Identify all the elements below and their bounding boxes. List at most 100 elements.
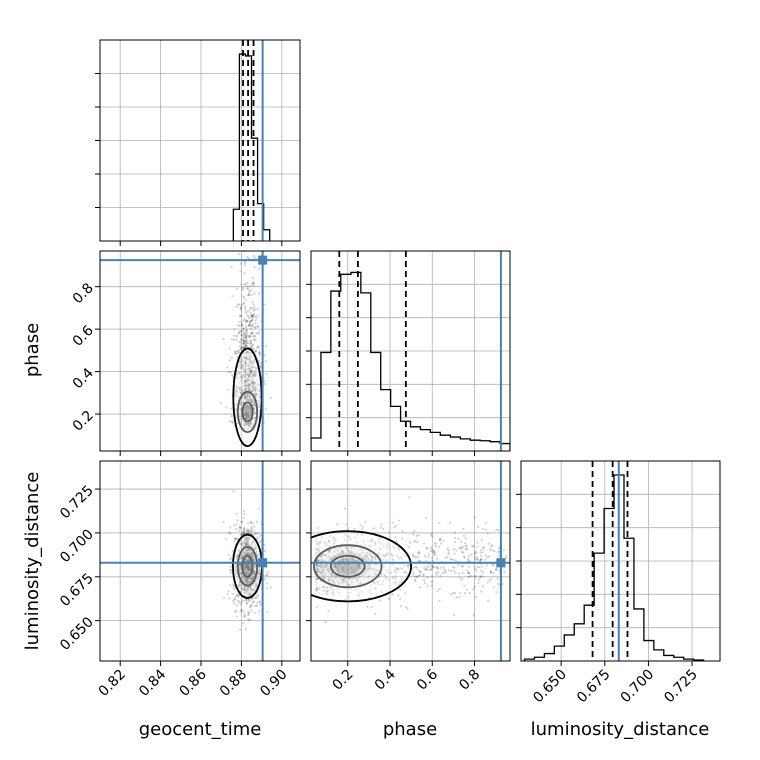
sample-point [430, 575, 434, 578]
sample-point [235, 377, 238, 381]
sample-point [457, 572, 461, 575]
sample-point [252, 309, 255, 312]
sample-point [382, 527, 385, 531]
sample-point [240, 584, 243, 588]
sample-point [245, 406, 248, 409]
sample-point [241, 576, 244, 579]
sample-point [252, 575, 255, 578]
sample-point [232, 338, 236, 341]
sample-point [247, 349, 250, 352]
sample-point [244, 565, 247, 568]
sample-point [238, 321, 241, 324]
sample-point [251, 360, 254, 363]
sample-point [243, 615, 247, 618]
sample-point [256, 555, 259, 558]
sample-point [230, 356, 233, 359]
sample-point [257, 359, 260, 362]
sample-point [409, 541, 412, 544]
sample-point [253, 256, 256, 259]
sample-point [244, 421, 247, 425]
sample-point [240, 601, 243, 604]
sample-point [245, 577, 248, 580]
sample-point [374, 548, 377, 552]
sample-point [315, 565, 318, 568]
sample-point [463, 584, 466, 587]
sample-point [250, 364, 253, 367]
sample-point [497, 550, 501, 553]
sample-point [405, 564, 409, 568]
sample-point [360, 582, 363, 585]
sample-point [246, 285, 249, 288]
sample-point [242, 328, 245, 331]
sample-point [242, 335, 245, 338]
sample-point [317, 559, 320, 562]
sample-point [247, 559, 250, 563]
sample-point [250, 344, 253, 348]
sample-point [251, 390, 255, 393]
sample-point [315, 552, 318, 555]
sample-point [461, 578, 464, 581]
sample-point [243, 588, 246, 591]
sample-point [326, 564, 329, 567]
sample-point [240, 587, 243, 590]
sample-point [246, 539, 249, 542]
sample-point [443, 568, 446, 571]
sample-point [240, 347, 243, 351]
sample-point [245, 543, 249, 547]
sample-point [487, 555, 490, 558]
sample-point [399, 582, 402, 585]
sample-point [248, 372, 252, 375]
sample-point [248, 334, 251, 337]
sample-point [252, 281, 255, 284]
sample-point [236, 324, 240, 327]
sample-point [472, 614, 475, 617]
sample-point [250, 397, 253, 401]
sample-point [457, 563, 460, 567]
sample-point [250, 381, 254, 384]
sample-point [319, 563, 323, 566]
sample-point [353, 527, 356, 531]
sample-point [397, 546, 401, 550]
sample-point [480, 554, 483, 558]
sample-point [250, 527, 253, 530]
sample-point [244, 589, 247, 592]
sample-point [317, 559, 320, 562]
sample-point [418, 552, 421, 555]
sample-point [453, 592, 456, 595]
sample-point [253, 417, 256, 420]
sample-point [248, 548, 252, 551]
sample-point [327, 540, 331, 543]
sample-point [414, 575, 417, 578]
sample-point [239, 338, 242, 341]
data-layer [100, 40, 705, 661]
sample-point [242, 591, 246, 594]
sample-point [342, 557, 345, 560]
sample-point [369, 545, 372, 548]
sample-point [240, 401, 243, 404]
sample-point [238, 376, 241, 379]
sample-point [245, 357, 248, 360]
sample-point [320, 558, 323, 561]
sample-point [242, 371, 245, 374]
sample-point [245, 319, 248, 322]
sample-point [412, 571, 415, 574]
sample-point [340, 578, 343, 582]
x-tick-label: 0.725 [661, 667, 701, 707]
sample-point [246, 422, 250, 425]
sample-point [258, 571, 261, 575]
sample-point [321, 559, 324, 562]
sample-point [252, 404, 256, 407]
sample-point [253, 569, 256, 572]
sample-point [474, 567, 477, 570]
sample-point [243, 529, 246, 532]
sample-point [251, 335, 254, 338]
sample-point [238, 628, 242, 631]
sample-point [376, 580, 379, 583]
sample-point [252, 570, 255, 573]
sample-point [244, 351, 247, 355]
sample-point [479, 575, 482, 578]
sample-point [480, 569, 483, 572]
sample-point [344, 558, 348, 561]
y-tick-label: 0.8 [70, 280, 97, 307]
sample-point [365, 553, 368, 557]
